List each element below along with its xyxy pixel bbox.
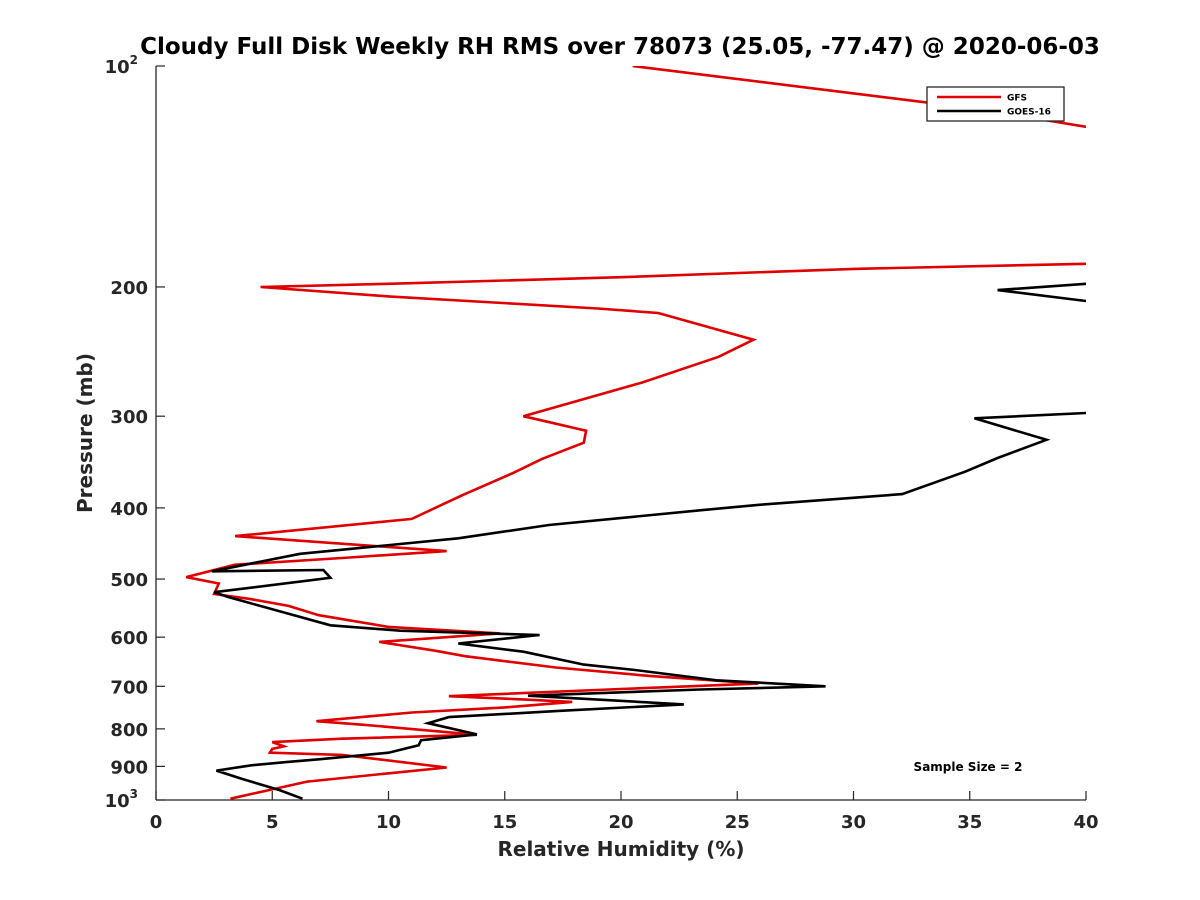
y-tick-label: 500 [110, 570, 148, 591]
x-axis-label: Relative Humidity (%) [497, 837, 744, 861]
legend-box [926, 86, 1065, 122]
legend-label: GOES-16 [1007, 108, 1051, 118]
series-line-goes-16-segment-0 [997, 282, 1086, 303]
y-axis-ticks: 102 200 300 400 500 600 700 800 900 103 [105, 53, 165, 812]
y-tick-label: 200 [110, 278, 148, 299]
chart-title: Cloudy Full Disk Weekly RH RMS over 7807… [140, 34, 1100, 60]
y-tick-label: 600 [110, 628, 148, 649]
y-tick-label: 300 [110, 407, 148, 428]
x-tick-label: 40 [1073, 812, 1098, 833]
x-tick-label: 0 [150, 812, 163, 833]
x-tick-label: 25 [725, 812, 750, 833]
y-tick-label: 700 [110, 677, 148, 698]
y-tick-label: 103 [105, 787, 138, 812]
x-tick-label: 35 [957, 812, 982, 833]
series-layer [185, 66, 1086, 800]
legend: GFS GOES-16 [926, 86, 1065, 122]
x-tick-label: 10 [376, 812, 401, 833]
series-line-gfs-segment-1 [185, 262, 1086, 800]
y-tick-label: 400 [110, 499, 148, 520]
x-tick-label: 20 [608, 812, 633, 833]
y-tick-label: 102 [105, 53, 138, 78]
sample-size-annotation: Sample Size = 2 [914, 760, 1023, 774]
series-line-goes-16-segment-1 [211, 411, 1086, 800]
y-tick-label: 800 [110, 720, 148, 741]
y-axis-label: Pressure (mb) [73, 353, 97, 513]
x-tick-label: 5 [266, 812, 279, 833]
y-tick-label: 900 [110, 757, 148, 778]
legend-label: GFS [1007, 94, 1027, 104]
x-tick-label: 30 [841, 812, 866, 833]
x-axis-ticks: 0 5 10 15 20 25 30 35 40 [150, 791, 1099, 833]
x-tick-label: 15 [492, 812, 517, 833]
